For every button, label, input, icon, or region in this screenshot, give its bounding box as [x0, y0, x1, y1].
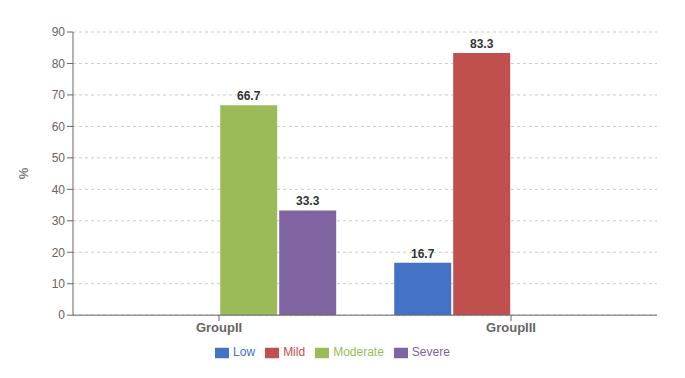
svg-text:80: 80: [52, 57, 66, 71]
svg-text:0: 0: [58, 308, 65, 322]
svg-text:30: 30: [52, 214, 66, 228]
html-text:Severe: Severe: [411, 345, 450, 360]
svg-text:GroupIII: GroupIII: [486, 320, 536, 335]
svg-text:60: 60: [52, 120, 66, 134]
svg-text:16.7: 16.7: [411, 247, 435, 261]
svg-text:40: 40: [52, 183, 66, 197]
html-text:Mild: Mild: [283, 345, 306, 360]
svg-text:33.3: 33.3: [296, 194, 320, 208]
svg-text:50: 50: [52, 151, 66, 165]
html-text:Low: Low: [233, 345, 256, 360]
svg-text:GroupII: GroupII: [196, 320, 242, 335]
svg-text:20: 20: [52, 246, 66, 260]
svg-text:%: %: [16, 167, 31, 179]
svg-text:90: 90: [52, 25, 66, 39]
svg-text:10: 10: [52, 277, 66, 291]
html-text:Moderate: Moderate: [333, 345, 384, 360]
svg-text:70: 70: [52, 88, 66, 102]
svg-text:83.3: 83.3: [470, 37, 494, 51]
svg-text:66.7: 66.7: [237, 89, 261, 103]
